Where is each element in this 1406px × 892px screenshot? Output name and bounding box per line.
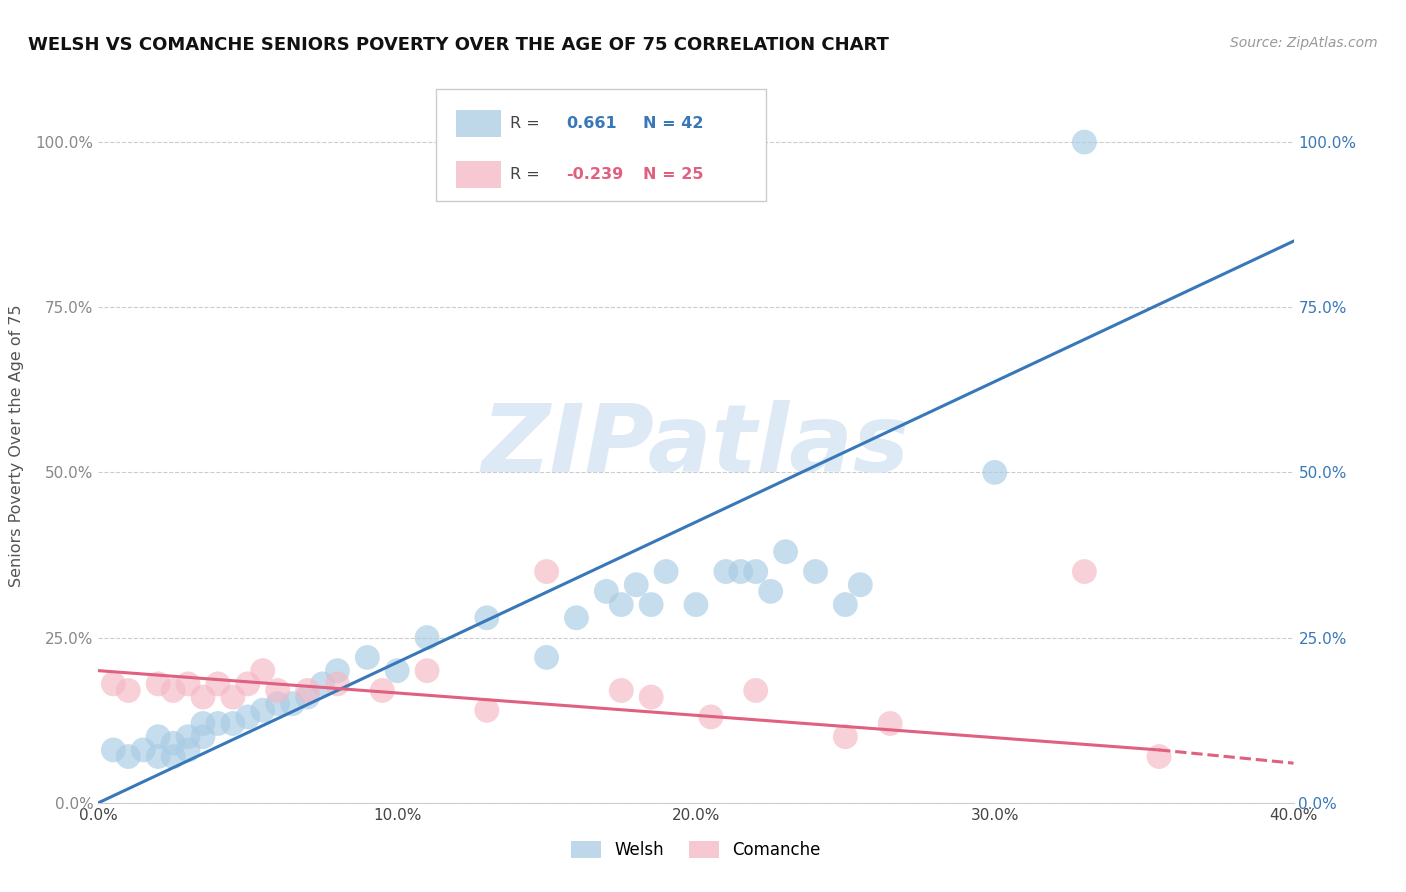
Point xyxy=(416,664,439,678)
Point xyxy=(356,650,378,665)
Point xyxy=(700,710,723,724)
Point xyxy=(177,677,200,691)
Point xyxy=(297,690,319,704)
Point xyxy=(117,749,139,764)
Text: Source: ZipAtlas.com: Source: ZipAtlas.com xyxy=(1230,36,1378,50)
Point xyxy=(849,578,872,592)
Point xyxy=(236,710,259,724)
Point xyxy=(685,598,707,612)
Point xyxy=(148,677,170,691)
Point xyxy=(1073,135,1095,149)
Point xyxy=(834,598,856,612)
Point xyxy=(595,584,617,599)
Point xyxy=(371,683,394,698)
Point xyxy=(103,743,125,757)
Point xyxy=(475,703,498,717)
Point xyxy=(759,584,782,599)
Point xyxy=(984,466,1007,480)
Point xyxy=(311,677,333,691)
Point xyxy=(236,677,259,691)
Point xyxy=(103,677,125,691)
Point xyxy=(610,683,633,698)
Point xyxy=(730,565,752,579)
Point xyxy=(626,578,648,592)
Point xyxy=(191,690,214,704)
Point xyxy=(536,650,558,665)
Text: R =: R = xyxy=(510,168,546,182)
Point xyxy=(117,683,139,698)
Point xyxy=(297,683,319,698)
Point xyxy=(148,749,170,764)
Point xyxy=(475,611,498,625)
Point xyxy=(267,683,290,698)
Point xyxy=(536,565,558,579)
Point xyxy=(162,736,184,750)
Point xyxy=(745,565,768,579)
Point xyxy=(132,743,155,757)
Legend: Welsh, Comanche: Welsh, Comanche xyxy=(564,834,828,866)
Point xyxy=(177,743,200,757)
Point xyxy=(162,749,184,764)
Point xyxy=(252,703,274,717)
Point xyxy=(745,683,768,698)
Text: N = 25: N = 25 xyxy=(643,168,703,182)
Point xyxy=(267,697,290,711)
Point xyxy=(1147,749,1170,764)
Point xyxy=(222,716,245,731)
Text: R =: R = xyxy=(510,116,546,131)
Point xyxy=(148,730,170,744)
Point xyxy=(326,664,349,678)
Point xyxy=(281,697,304,711)
Point xyxy=(326,677,349,691)
Point xyxy=(640,598,662,612)
Point xyxy=(804,565,827,579)
Point xyxy=(834,730,856,744)
Text: -0.239: -0.239 xyxy=(567,168,624,182)
Point xyxy=(565,611,588,625)
Y-axis label: Seniors Poverty Over the Age of 75: Seniors Poverty Over the Age of 75 xyxy=(10,305,24,587)
Point xyxy=(222,690,245,704)
Point xyxy=(207,677,229,691)
Point xyxy=(191,716,214,731)
Point xyxy=(177,730,200,744)
Point xyxy=(775,545,797,559)
Point xyxy=(191,730,214,744)
Point xyxy=(714,565,737,579)
Point xyxy=(610,598,633,612)
Text: N = 42: N = 42 xyxy=(643,116,703,131)
Text: ZIPatlas: ZIPatlas xyxy=(482,400,910,492)
Point xyxy=(207,716,229,731)
Point xyxy=(1073,565,1095,579)
Point xyxy=(640,690,662,704)
Point xyxy=(252,664,274,678)
Point xyxy=(385,664,409,678)
Point xyxy=(655,565,678,579)
Point xyxy=(162,683,184,698)
Text: 0.661: 0.661 xyxy=(567,116,617,131)
Point xyxy=(416,631,439,645)
Text: WELSH VS COMANCHE SENIORS POVERTY OVER THE AGE OF 75 CORRELATION CHART: WELSH VS COMANCHE SENIORS POVERTY OVER T… xyxy=(28,36,889,54)
Point xyxy=(879,716,901,731)
